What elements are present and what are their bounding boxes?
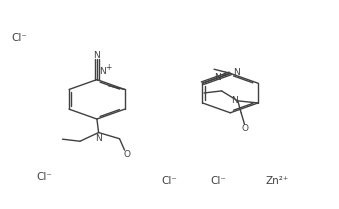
Text: +: + xyxy=(221,70,227,79)
Text: N: N xyxy=(95,134,102,143)
Text: O: O xyxy=(241,124,248,133)
Text: Cl⁻: Cl⁻ xyxy=(211,176,226,186)
Text: N: N xyxy=(233,68,240,77)
Text: N: N xyxy=(231,96,238,105)
Text: N: N xyxy=(100,67,106,76)
Text: N: N xyxy=(214,73,221,82)
Text: Cl⁻: Cl⁻ xyxy=(11,33,27,43)
Text: Zn²⁺: Zn²⁺ xyxy=(266,176,289,186)
Text: Cl⁻: Cl⁻ xyxy=(162,176,177,186)
Text: +: + xyxy=(105,64,112,73)
Text: Cl⁻: Cl⁻ xyxy=(37,172,53,182)
Text: O: O xyxy=(123,150,131,159)
Text: N: N xyxy=(94,51,100,60)
